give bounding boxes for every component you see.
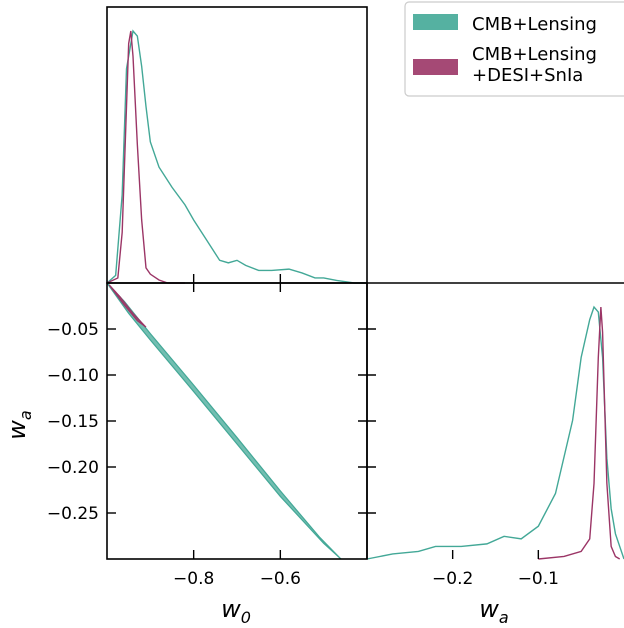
cmb_lensing_desi_snia-contour xyxy=(108,284,147,328)
legend-entry-label: +DESI+SnIa xyxy=(472,65,583,86)
wa-tick-label: −0.10 xyxy=(47,366,99,386)
w0-axis-label: w0 xyxy=(221,595,251,624)
cmb_lensing_desi_snia-w0-pdf-line xyxy=(106,30,185,284)
legend-box xyxy=(404,1,624,97)
wa-diag-tick-label: −0.2 xyxy=(432,569,473,589)
wa-tick-label: −0.25 xyxy=(47,504,99,524)
w0-tick-label: −0.6 xyxy=(260,569,301,589)
joint-frame xyxy=(106,282,368,560)
cmb_lensing_desi_snia-wa-pdf-line xyxy=(538,306,621,560)
wa-tick-label: −0.05 xyxy=(47,320,99,340)
legend-entry-label: CMB+Lensing xyxy=(472,14,597,35)
wa-tick-label: −0.20 xyxy=(47,458,99,478)
w0-marginal-frame xyxy=(106,6,368,284)
legend-swatch xyxy=(413,59,458,75)
cmb_lensing-wa-pdf-line xyxy=(366,305,624,560)
wa-tick-label: −0.15 xyxy=(47,412,99,432)
legend-entry-label: CMB+Lensing xyxy=(472,44,597,65)
wa-diag-tick-label: −0.1 xyxy=(518,569,559,589)
cmb_lensing-w0-pdf-line xyxy=(106,29,367,284)
wa-y-axis-label: wa xyxy=(3,410,35,439)
wa-axis-label: wa xyxy=(479,595,508,624)
legend-swatch xyxy=(413,14,458,30)
w0-tick-label: −0.8 xyxy=(173,569,214,589)
